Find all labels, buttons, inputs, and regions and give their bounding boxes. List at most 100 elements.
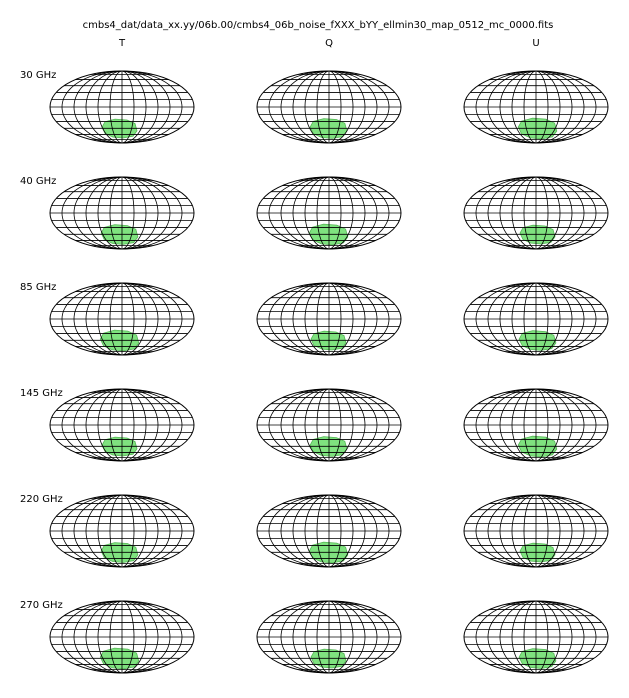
row-label: 30 GHz xyxy=(20,70,56,81)
meridian xyxy=(316,282,330,356)
meridian xyxy=(535,282,561,356)
meridian xyxy=(316,176,330,250)
meridian xyxy=(523,70,537,144)
meridian xyxy=(328,70,390,144)
meridian xyxy=(328,388,366,462)
meridian xyxy=(109,176,123,250)
meridian xyxy=(487,70,537,144)
map-outline xyxy=(256,494,402,568)
meridian xyxy=(73,176,123,250)
meridian xyxy=(499,600,537,674)
map-outline xyxy=(49,494,195,568)
meridian xyxy=(535,176,549,250)
map-outline xyxy=(463,388,609,462)
map-outline xyxy=(463,176,609,250)
map-outline xyxy=(463,494,609,568)
meridian xyxy=(121,176,135,250)
meridian xyxy=(268,70,330,144)
map-outline xyxy=(256,70,402,144)
meridian xyxy=(121,388,171,462)
meridian xyxy=(328,176,342,250)
meridian xyxy=(85,282,123,356)
meridian xyxy=(121,494,135,568)
meridian xyxy=(121,176,147,250)
meridian xyxy=(328,176,390,250)
sky-map xyxy=(463,600,609,674)
meridian xyxy=(535,176,561,250)
meridian xyxy=(109,600,123,674)
meridian xyxy=(61,176,123,250)
meridian xyxy=(121,70,159,144)
meridian xyxy=(268,600,330,674)
meridian xyxy=(328,282,342,356)
meridian xyxy=(292,494,330,568)
meridian xyxy=(535,176,573,250)
meridian xyxy=(328,70,342,144)
meridian xyxy=(109,388,123,462)
meridian xyxy=(121,600,183,674)
meridian xyxy=(487,494,537,568)
meridian xyxy=(121,70,147,144)
map-outline xyxy=(463,282,609,356)
meridian xyxy=(109,70,123,144)
meridian xyxy=(109,282,123,356)
sky-map xyxy=(256,388,402,462)
meridian xyxy=(328,388,390,462)
meridian xyxy=(121,176,171,250)
sky-map xyxy=(256,176,402,250)
map-outline xyxy=(49,600,195,674)
column-label: Q xyxy=(325,38,333,49)
meridian xyxy=(73,600,123,674)
meridian xyxy=(511,388,537,462)
meridian xyxy=(280,176,330,250)
meridian xyxy=(280,282,330,356)
meridian xyxy=(316,600,330,674)
meridian xyxy=(97,282,123,356)
meridian xyxy=(487,388,537,462)
meridian xyxy=(292,600,330,674)
meridian xyxy=(535,388,573,462)
map-outline xyxy=(256,176,402,250)
meridian xyxy=(328,282,354,356)
meridian xyxy=(511,494,537,568)
meridian xyxy=(61,282,123,356)
meridian xyxy=(328,282,390,356)
sky-map xyxy=(463,388,609,462)
column-label: U xyxy=(532,38,539,49)
meridian xyxy=(535,70,549,144)
meridian xyxy=(535,388,585,462)
meridian xyxy=(535,600,561,674)
row-label: 220 GHz xyxy=(20,494,63,505)
meridian xyxy=(499,282,537,356)
meridian xyxy=(535,600,597,674)
meridian xyxy=(121,388,147,462)
map-outline xyxy=(256,388,402,462)
meridian xyxy=(121,494,159,568)
meridian xyxy=(316,494,330,568)
meridian xyxy=(535,494,597,568)
map-outline xyxy=(49,176,195,250)
sky-map xyxy=(49,388,195,462)
meridian xyxy=(475,282,537,356)
sky-map xyxy=(49,282,195,356)
map-outline xyxy=(49,282,195,356)
meridian xyxy=(535,494,573,568)
meridian xyxy=(85,388,123,462)
meridian xyxy=(85,70,123,144)
meridian xyxy=(121,176,159,250)
meridian xyxy=(523,600,537,674)
meridian xyxy=(268,388,330,462)
meridian xyxy=(328,176,378,250)
meridian xyxy=(328,388,342,462)
meridian xyxy=(499,494,537,568)
meridian xyxy=(523,176,537,250)
meridian xyxy=(328,600,366,674)
meridian xyxy=(268,282,330,356)
sky-map xyxy=(49,176,195,250)
meridian xyxy=(535,70,561,144)
figure-title: cmbs4_dat/data_xx.yy/06b.00/cmbs4_06b_no… xyxy=(83,20,554,31)
meridian xyxy=(535,282,597,356)
meridian xyxy=(535,388,561,462)
meridian xyxy=(475,70,537,144)
map-outline xyxy=(49,388,195,462)
